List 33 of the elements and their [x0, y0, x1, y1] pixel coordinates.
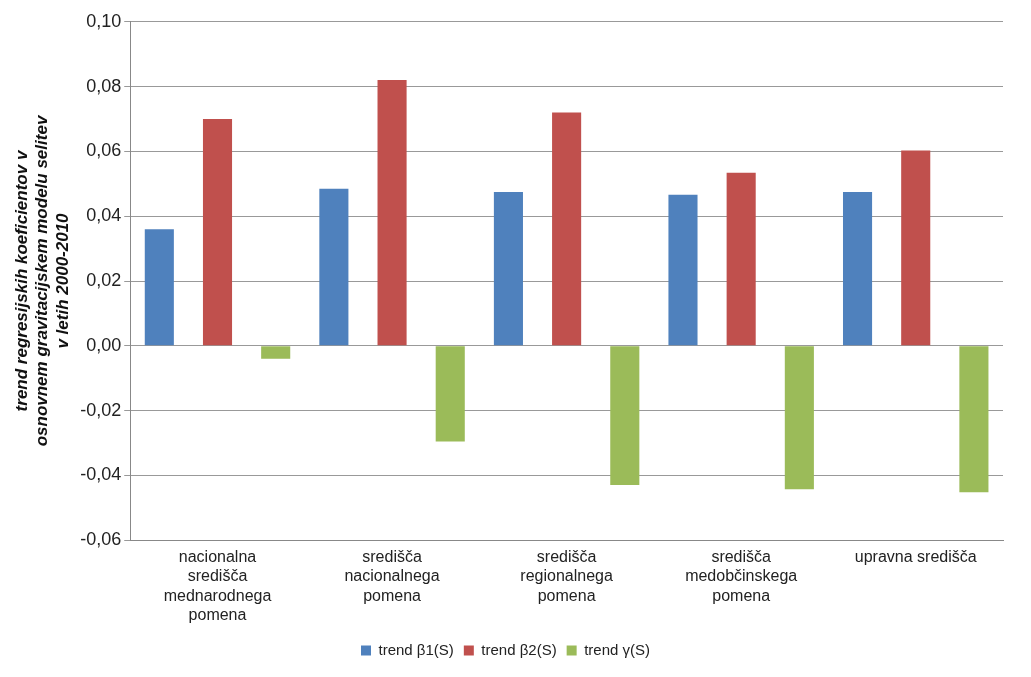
- x-tick-label: nacionalna središča mednarodnega pomena: [163, 548, 272, 623]
- y-tick-label: 0,00: [86, 334, 122, 355]
- y-tick-label: -0,04: [80, 464, 122, 485]
- y-tick-label: 0,02: [86, 269, 122, 290]
- bar: [901, 150, 931, 346]
- y-axis-title: trend regresijskih koeficientov v osnovnem gravitacijskem modelu selitev v letih 2000-2010: [11, 114, 72, 447]
- bar: [842, 191, 873, 346]
- x-tick-label: središča medobčinskega pomena: [685, 548, 798, 604]
- y-tick-label: -0,02: [80, 399, 122, 420]
- bar: [261, 346, 291, 359]
- bar: [784, 346, 814, 490]
- bar: [202, 119, 233, 346]
- bar: [668, 194, 698, 346]
- bar: [959, 346, 989, 493]
- bar: [435, 346, 465, 442]
- bar: [144, 229, 174, 346]
- bar: [726, 172, 756, 346]
- x-tick-label: upravna središča: [854, 548, 977, 566]
- bar: [377, 80, 407, 346]
- legend-label: trend γ(S): [584, 640, 651, 658]
- y-tick-label: -0,06: [80, 529, 122, 550]
- bar: [319, 188, 349, 346]
- y-tick-label: 0,08: [86, 75, 122, 96]
- bar: [493, 191, 523, 346]
- y-tick-label: 0,06: [86, 140, 122, 161]
- x-tick-label: središča nacionalnega pomena: [344, 548, 440, 604]
- legend-label: trend β1(S): [378, 640, 454, 658]
- y-tick-label: 0,04: [86, 205, 122, 226]
- bar: [552, 112, 582, 346]
- legend-label: trend β2(S): [481, 640, 557, 658]
- y-tick-label: 0,10: [86, 10, 122, 31]
- x-tick-label: središča regionalnega pomena: [520, 548, 613, 604]
- bar: [610, 346, 640, 486]
